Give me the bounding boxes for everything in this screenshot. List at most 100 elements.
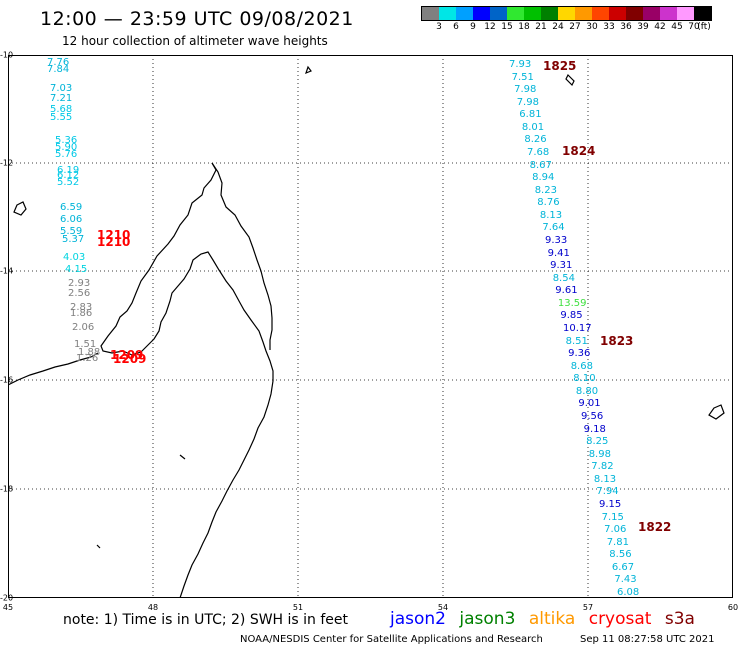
- west-wave-height: 2.93: [68, 278, 91, 289]
- east-wave-height: 7.81: [606, 536, 629, 548]
- legend-swatch: [456, 7, 473, 20]
- west-wave-height: 5.55: [50, 112, 73, 123]
- color-legend: 3 6 9 12 15 18 21 24 27 30 33 36 39 42 45 70 (ft): [421, 6, 712, 32]
- mainland-coast: [8, 352, 99, 386]
- east-wave-height: 10.17: [563, 323, 592, 334]
- west-wave-height: 4.03: [63, 252, 86, 263]
- satellite-legend: jason2 jason3 altika cryosat s3a: [390, 609, 703, 629]
- east-wave-height: 9.15: [599, 499, 622, 510]
- east-wave-height: 8.51: [565, 335, 588, 347]
- legend-swatch: [660, 7, 677, 20]
- reunion-island: [708, 404, 725, 420]
- east-wave-height: 8.13: [539, 209, 563, 221]
- west-wave-height: 7.76: [47, 57, 70, 68]
- west-wave-height: 1.88: [78, 347, 101, 358]
- map-subtitle: 12 hour collection of altimeter wave hei…: [62, 34, 328, 48]
- east-wave-height: 8.98: [588, 448, 611, 460]
- east-wave-height: 8.76: [537, 197, 560, 209]
- sat-jason3: jason3: [459, 609, 516, 629]
- west-wave-height: 2.56: [68, 288, 91, 299]
- west-pass-time: 1210: [97, 235, 131, 249]
- east-wave-height: 7.98: [516, 96, 539, 108]
- legend-swatch: [422, 7, 439, 20]
- west-pass-time: 1209: [113, 352, 147, 366]
- legend-tick-label: 30: [586, 22, 598, 32]
- east-wave-height: 7.64: [542, 222, 565, 234]
- small-island-2: [179, 454, 186, 460]
- lat-tick-label: -12: [0, 158, 14, 168]
- legend-swatch: [439, 7, 456, 20]
- legend-tick-label: 45: [671, 22, 683, 32]
- east-wave-height: 7.93: [509, 59, 532, 70]
- east-pass-time: 1822: [638, 520, 672, 534]
- legend-tick-label: 39: [637, 22, 649, 32]
- east-wave-height: 9.85: [560, 310, 583, 322]
- east-wave-height: 9.33: [545, 235, 568, 246]
- sat-cryosat: cryosat: [588, 609, 652, 629]
- legend-swatch: [524, 7, 541, 20]
- east-wave-height: 7.94: [596, 486, 619, 498]
- timestamp: Sep 11 08:27:58 UTC 2021: [580, 634, 715, 645]
- legend-tick-label: 18: [518, 22, 530, 32]
- west-wave-height: 5.90: [55, 142, 78, 153]
- east-wave-height: 9.31: [550, 260, 573, 272]
- madagascar-north-tip: [211, 162, 273, 350]
- east-wave-height: 8.10: [573, 373, 596, 385]
- east-pass-time: 1824: [562, 144, 596, 158]
- east-wave-height: 6.67: [611, 561, 635, 573]
- west-wave-height: 2.06: [72, 322, 95, 333]
- map-plot: [8, 55, 733, 598]
- lon-tick-label: 60: [727, 603, 739, 612]
- legend-swatch: [575, 7, 592, 20]
- east-wave-height: 7.98: [514, 84, 537, 96]
- east-wave-height: 9.18: [583, 423, 606, 435]
- legend-swatch: [558, 7, 575, 20]
- east-wave-height: 8.56: [609, 549, 632, 561]
- west-wave-height: 7.03: [50, 83, 73, 94]
- comoros-island-2: [13, 201, 27, 216]
- madagascar-coastline: [100, 162, 274, 598]
- lon-tick-label: 54: [437, 603, 449, 612]
- legend-swatch: [541, 7, 558, 20]
- legend-swatch: [473, 7, 490, 20]
- mauritius-island: [565, 73, 575, 87]
- legend-tick-label: 9: [470, 22, 476, 32]
- lon-tick-label: 45: [2, 603, 14, 612]
- east-wave-height: 9.41: [547, 247, 570, 259]
- east-wave-height: 8.01: [521, 121, 545, 133]
- east-wave-height: 7.43: [614, 574, 637, 586]
- east-pass-time: 1823: [600, 334, 634, 348]
- lat-tick-label: -20: [0, 593, 14, 603]
- east-wave-height: 7.15: [601, 511, 624, 523]
- west-wave-height: 6.19: [57, 165, 80, 176]
- west-wave-height: 1.26: [76, 353, 99, 364]
- west-wave-height: 6.59: [60, 202, 83, 213]
- legend-swatch: [490, 7, 507, 20]
- lat-tick-label: -10: [0, 50, 14, 60]
- legend-swatch: [507, 7, 524, 20]
- east-wave-height: 8.13: [593, 473, 617, 485]
- legend-tick-label: 15: [501, 22, 513, 32]
- west-pass-time: 1210: [97, 228, 131, 242]
- sat-jason2: jason2: [390, 609, 446, 629]
- legend-tick-label: 27: [569, 22, 581, 32]
- legend-tick-label: 36: [620, 22, 632, 32]
- east-wave-height: 8.80: [575, 385, 599, 397]
- east-wave-height: 8.67: [529, 159, 552, 171]
- lat-tick-label: -16: [0, 375, 14, 385]
- sat-s3a: s3a: [664, 609, 695, 629]
- legend-swatch: [677, 7, 694, 20]
- west-pass-time: 1209: [110, 348, 144, 362]
- west-wave-height: 5.37: [62, 234, 85, 245]
- west-wave-height: 7.21: [50, 93, 73, 104]
- west-wave-height: 1.51: [74, 339, 97, 350]
- west-wave-height: 6.06: [60, 214, 83, 225]
- legend-swatch: [643, 7, 660, 20]
- lon-tick-label: 51: [292, 603, 304, 612]
- legend-tick-label: 12: [484, 22, 496, 32]
- legend-swatch: [694, 7, 711, 20]
- legend-tick-label: 33: [603, 22, 615, 32]
- legend-bar: [421, 6, 712, 21]
- legend-tick-label: 21: [535, 22, 547, 32]
- east-wave-height: 9.01: [578, 398, 601, 410]
